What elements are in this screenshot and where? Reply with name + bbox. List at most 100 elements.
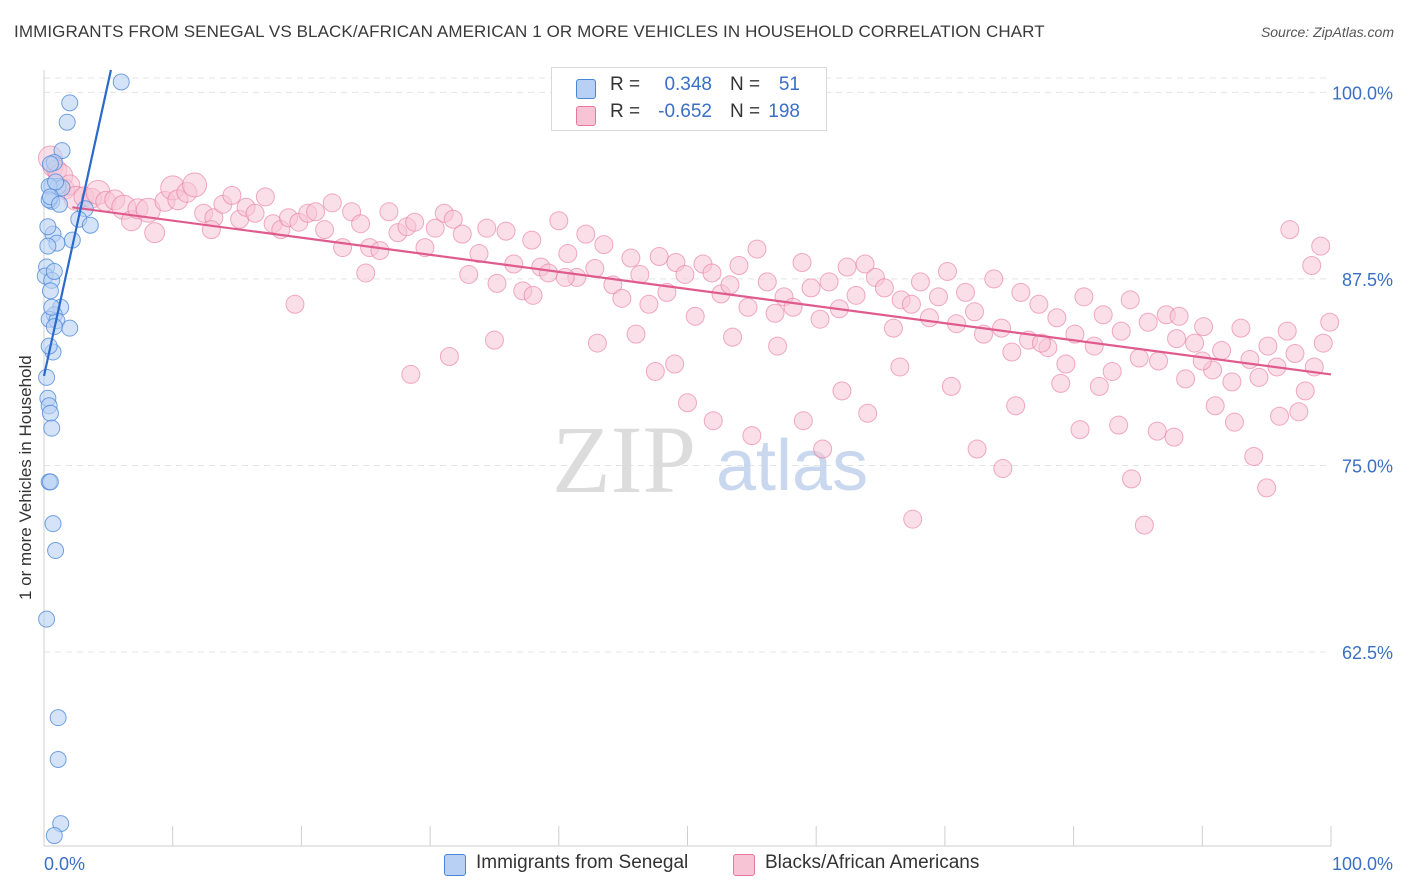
watermark-zip: ZIP <box>552 406 696 513</box>
data-point-blacks <box>469 244 489 264</box>
data-point-blacks <box>1205 396 1225 416</box>
data-point-blacks <box>1011 282 1031 302</box>
data-point-blacks <box>1280 220 1300 240</box>
data-point-blacks <box>928 287 948 307</box>
data-point-blacks <box>322 193 342 213</box>
trend-line-senegal <box>42 69 112 377</box>
data-point-blacks <box>1249 367 1269 387</box>
data-point-blacks <box>919 308 939 328</box>
series-blacks-african-americans <box>37 145 1340 535</box>
data-point-blacks <box>1285 344 1305 364</box>
data-point-blacks <box>1006 396 1026 416</box>
data-point-blacks <box>182 172 208 198</box>
legend-row-senegal: R = 0.348 N = 51 <box>552 74 826 100</box>
r-label: R = <box>610 74 641 95</box>
r-value: -0.652 <box>658 101 712 122</box>
data-point-blacks <box>792 253 812 273</box>
data-point-blacks <box>425 218 445 238</box>
data-point-blacks <box>738 297 758 317</box>
data-point-senegal <box>44 515 62 533</box>
data-point-blacks <box>576 224 596 244</box>
data-point-blacks <box>1120 290 1140 310</box>
data-point-blacks <box>1192 351 1212 371</box>
data-point-blacks <box>558 244 578 264</box>
data-point-blacks <box>459 264 479 284</box>
data-point-blacks <box>539 263 559 283</box>
data-point-senegal <box>81 216 99 234</box>
data-point-blacks <box>1138 312 1158 332</box>
data-point-senegal <box>53 142 71 160</box>
data-point-blacks <box>1270 406 1290 426</box>
data-point-blacks <box>1070 420 1090 440</box>
data-point-blacks <box>955 282 975 302</box>
data-point-blacks <box>1222 372 1242 392</box>
data-point-blacks <box>883 318 903 338</box>
data-point-blacks <box>1149 351 1169 371</box>
data-point-blacks <box>702 263 722 283</box>
watermark: ZIP atlas <box>552 406 868 513</box>
blacks-legend-swatch <box>733 854 755 876</box>
data-point-senegal <box>61 94 79 112</box>
data-point-senegal <box>58 113 76 131</box>
blacks-legend-label: Blacks/African Americans <box>765 852 980 873</box>
data-point-blacks <box>742 426 762 446</box>
data-point-blacks <box>910 272 930 292</box>
data-point-senegal <box>43 419 61 437</box>
data-point-blacks <box>484 330 504 350</box>
data-point-senegal <box>39 218 57 236</box>
data-point-blacks <box>665 354 685 374</box>
data-point-senegal <box>112 73 130 91</box>
data-point-blacks <box>768 336 788 356</box>
data-point-blacks <box>612 288 632 308</box>
data-point-blacks <box>747 239 767 259</box>
data-point-blacks <box>255 187 275 207</box>
data-point-blacks <box>549 211 569 231</box>
data-point-blacks <box>1231 318 1251 338</box>
data-point-blacks <box>1185 333 1205 353</box>
chart-title: IMMIGRANTS FROM SENEGAL VS BLACK/AFRICAN… <box>14 22 1045 41</box>
data-point-blacks <box>903 509 923 529</box>
data-point-senegal <box>41 155 59 173</box>
data-point-blacks <box>1302 255 1322 275</box>
data-point-blacks <box>621 248 641 268</box>
data-point-blacks <box>1147 421 1167 441</box>
data-point-blacks <box>487 273 507 293</box>
data-point-senegal <box>38 368 56 386</box>
data-point-blacks <box>675 264 695 284</box>
data-point-blacks <box>757 272 777 292</box>
data-point-blacks <box>201 220 221 240</box>
data-point-blacks <box>477 218 497 238</box>
data-point-blacks <box>1084 336 1104 356</box>
data-point-blacks <box>405 212 425 232</box>
watermark-atlas: atlas <box>716 426 868 506</box>
data-point-blacks <box>1176 369 1196 389</box>
data-point-blacks <box>1244 447 1264 467</box>
y-tick-label: 100.0% <box>1332 83 1393 103</box>
data-point-blacks <box>1029 294 1049 314</box>
data-point-senegal <box>41 404 59 422</box>
data-point-blacks <box>855 254 875 274</box>
data-point-blacks <box>306 202 326 222</box>
data-point-blacks <box>639 294 659 314</box>
data-point-blacks <box>1164 427 1184 447</box>
data-point-blacks <box>813 439 833 459</box>
data-point-blacks <box>222 185 242 205</box>
data-point-blacks <box>245 203 265 223</box>
data-point-blacks <box>1122 469 1142 489</box>
data-point-blacks <box>1129 348 1149 368</box>
data-point-blacks <box>649 247 669 267</box>
data-point-blacks <box>1093 305 1113 325</box>
data-point-blacks <box>783 297 803 317</box>
y-tick-label: 62.5% <box>1342 643 1393 663</box>
data-point-blacks <box>1051 373 1071 393</box>
n-value: 51 <box>778 74 800 95</box>
data-point-blacks <box>720 275 740 295</box>
data-point-blacks <box>351 214 371 234</box>
data-point-blacks <box>439 347 459 367</box>
data-point-blacks <box>1169 306 1189 326</box>
data-point-blacks <box>678 393 697 413</box>
data-point-blacks <box>443 209 463 229</box>
data-point-senegal <box>39 237 57 255</box>
data-point-blacks <box>1313 333 1333 353</box>
